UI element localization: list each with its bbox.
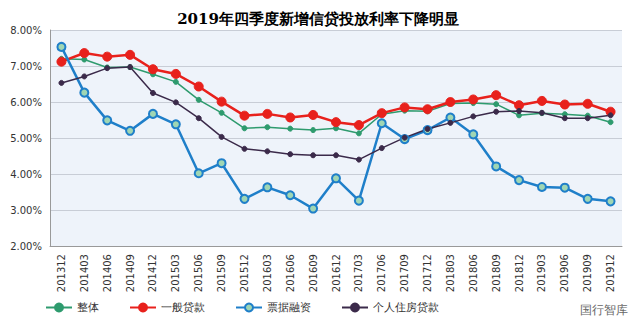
svg-text:201906: 201906	[559, 254, 570, 292]
svg-text:国行智库: 国行智库	[580, 303, 628, 317]
svg-text:201512: 201512	[239, 254, 250, 292]
svg-text:201809: 201809	[491, 254, 502, 292]
svg-text:201506: 201506	[193, 254, 204, 292]
svg-text:201403: 201403	[79, 254, 90, 292]
svg-text:8.00%: 8.00%	[10, 25, 42, 36]
svg-text:201803: 201803	[445, 254, 456, 292]
svg-text:201606: 201606	[285, 254, 296, 292]
svg-text:201412: 201412	[147, 254, 158, 292]
svg-text:2019年四季度新增信贷投放利率下降明显: 2019年四季度新增信贷投放利率下降明显	[177, 10, 459, 28]
svg-text:6.00%: 6.00%	[10, 97, 42, 108]
svg-text:201912: 201912	[605, 254, 616, 292]
svg-text:201903: 201903	[536, 254, 547, 292]
svg-text:201312: 201312	[56, 254, 67, 292]
svg-text:4.00%: 4.00%	[10, 169, 42, 180]
svg-text:201609: 201609	[308, 254, 319, 292]
svg-text:票据融资: 票据融资	[267, 301, 311, 314]
svg-text:201703: 201703	[353, 254, 364, 292]
svg-text:201503: 201503	[170, 254, 181, 292]
svg-text:201406: 201406	[102, 254, 113, 292]
svg-text:201712: 201712	[422, 254, 433, 292]
svg-text:201603: 201603	[262, 254, 273, 292]
svg-text:7.00%: 7.00%	[10, 61, 42, 72]
svg-text:个人住房贷款: 个人住房贷款	[373, 301, 439, 314]
svg-text:201812: 201812	[514, 254, 525, 292]
svg-text:201612: 201612	[331, 254, 342, 292]
svg-text:201706: 201706	[376, 254, 387, 292]
svg-text:5.00%: 5.00%	[10, 133, 42, 144]
svg-text:201409: 201409	[125, 254, 136, 292]
svg-text:201806: 201806	[468, 254, 479, 292]
svg-text:整体: 整体	[77, 301, 99, 314]
svg-text:201509: 201509	[216, 254, 227, 292]
svg-text:2.00%: 2.00%	[10, 241, 42, 252]
svg-text:3.00%: 3.00%	[10, 205, 42, 216]
svg-text:201709: 201709	[399, 254, 410, 292]
svg-text:201909: 201909	[582, 254, 593, 292]
svg-text:一般贷款: 一般贷款	[161, 301, 205, 314]
